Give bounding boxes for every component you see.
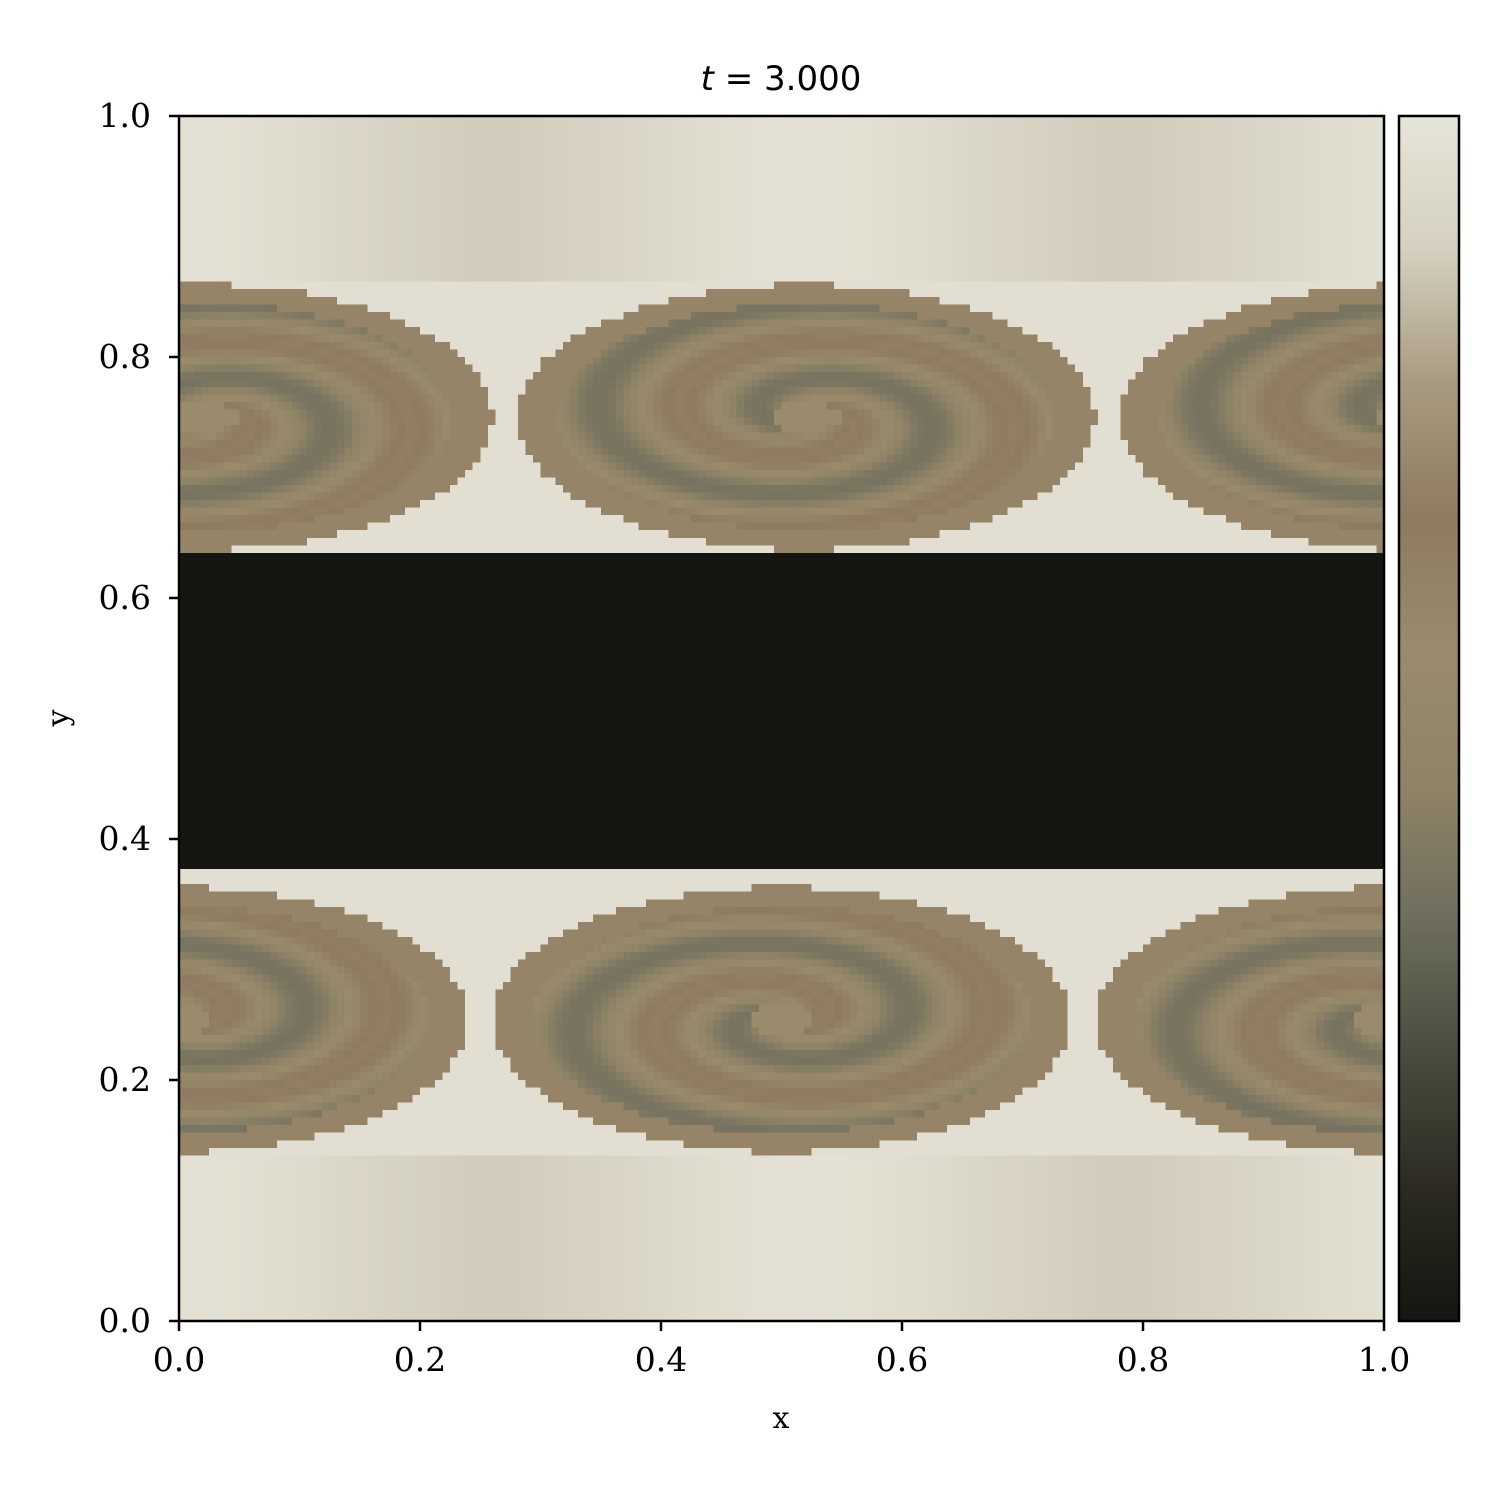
y-tick-label: 0.8 (99, 337, 151, 376)
x-tick-label: 0.8 (1117, 1340, 1169, 1379)
heatmap-image (179, 116, 1384, 1321)
x-tick-label: 0.6 (876, 1340, 928, 1379)
colorbar (1397, 114, 1461, 1323)
y-tick-label: 0.0 (99, 1301, 151, 1340)
x-tick-label: 0.2 (394, 1340, 446, 1379)
chart-title-variable: t (701, 59, 716, 99)
x-tick-label: 1.0 (1358, 1340, 1410, 1379)
y-tick-label: 1.0 (99, 96, 151, 135)
y-tick-label: 0.2 (99, 1060, 151, 1099)
heatmap-area (179, 116, 1384, 1321)
chart-title: t = 3.000 (701, 59, 862, 99)
y-tick-label: 0.4 (99, 819, 151, 858)
x-axis: 0.0 0.2 0.4 0.6 0.8 1.0 (153, 1321, 1410, 1379)
chart-title-value: = 3.000 (714, 59, 861, 99)
y-axis: 0.0 0.2 0.4 0.6 0.8 1.0 (99, 96, 179, 1340)
x-tick-label: 0.0 (153, 1340, 205, 1379)
y-axis-label: y (41, 709, 76, 727)
y-tick-label: 0.6 (99, 578, 151, 617)
x-tick-label: 0.4 (635, 1340, 687, 1379)
plot-frame (177, 114, 1386, 1323)
x-axis-label: x (773, 1401, 790, 1436)
